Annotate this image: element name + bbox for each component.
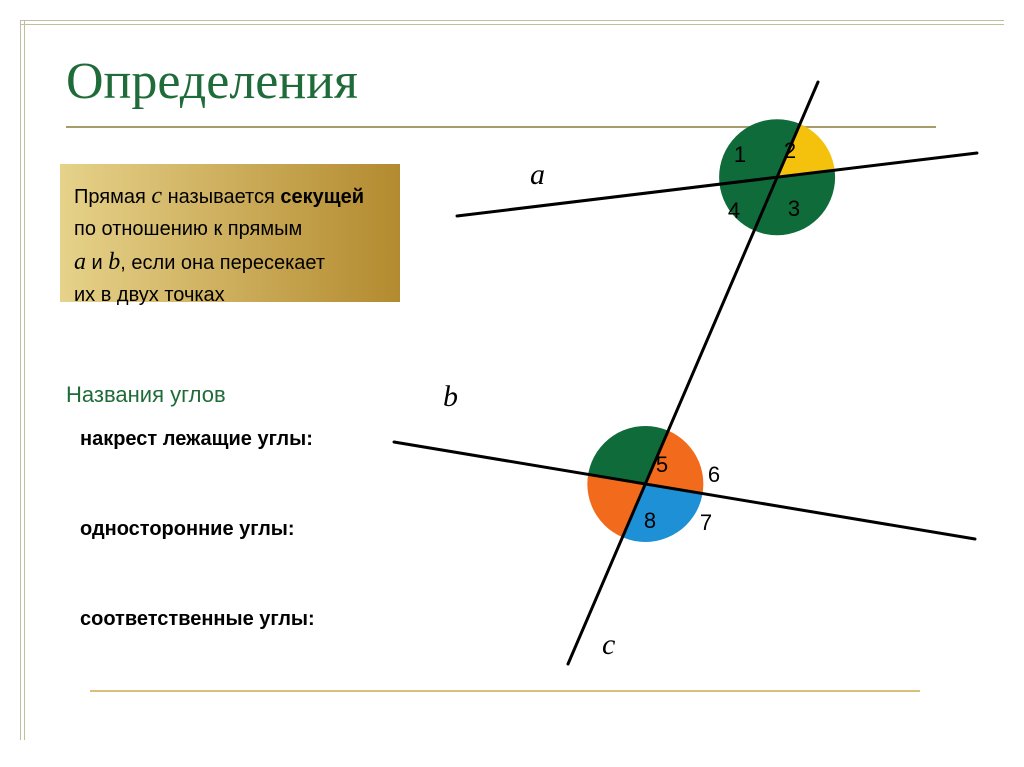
angle-sector-1 bbox=[604, 17, 845, 198]
definition-box: Прямая c называется секущей по отношению… bbox=[60, 164, 400, 302]
angle-label-5: 5 bbox=[650, 452, 674, 478]
line-label-a: a bbox=[530, 158, 545, 192]
angle-sector-5 bbox=[474, 324, 714, 484]
def-line1-mid: называется bbox=[162, 186, 280, 208]
def-var-a: a bbox=[74, 249, 86, 275]
item-one-side-angles: односторонние углы: bbox=[80, 518, 295, 541]
frame-line-left-2 bbox=[24, 20, 25, 740]
item-cross-angles: накрест лежащие углы: bbox=[80, 428, 313, 451]
line-c bbox=[568, 82, 818, 664]
angle-label-1: 1 bbox=[728, 142, 752, 168]
def-line1-pre: Прямая bbox=[74, 186, 151, 208]
line-label-c: c bbox=[602, 628, 615, 662]
def-line3-mid: и bbox=[86, 252, 108, 274]
angle-sector-3 bbox=[708, 156, 949, 337]
def-var-b: b bbox=[108, 249, 120, 275]
angle-label-4: 4 bbox=[722, 198, 746, 224]
angle-sector-4 bbox=[604, 177, 777, 337]
angle-sector-6 bbox=[645, 324, 817, 513]
line-label-b: b bbox=[443, 380, 458, 414]
def-line4: их в двух точках bbox=[74, 284, 225, 306]
def-line3-rest: , если она пересекает bbox=[120, 252, 325, 274]
angle-label-8: 8 bbox=[638, 508, 662, 534]
def-line1-bold: секущей bbox=[280, 186, 364, 208]
bottom-rule bbox=[90, 690, 920, 692]
angle-label-2: 2 bbox=[778, 138, 802, 164]
angles-subheading: Названия углов bbox=[66, 382, 226, 408]
angle-sector-8 bbox=[474, 455, 646, 644]
frame-line-left-1 bbox=[20, 20, 21, 740]
def-line2: по отношению к прямым bbox=[74, 218, 302, 240]
title-underline bbox=[66, 126, 936, 128]
angle-label-7: 7 bbox=[694, 510, 718, 536]
page-title: Определения bbox=[66, 52, 358, 111]
angle-sector-7 bbox=[577, 484, 817, 644]
angle-sector-2 bbox=[777, 17, 950, 177]
angle-label-3: 3 bbox=[782, 196, 806, 222]
item-corresponding-angles: соответственные углы: bbox=[80, 608, 315, 631]
def-var-c: c bbox=[151, 183, 162, 209]
line-b bbox=[394, 442, 975, 539]
frame-line-top-2 bbox=[20, 24, 1004, 25]
frame-line-top-1 bbox=[20, 20, 1004, 21]
angle-label-6: 6 bbox=[702, 462, 726, 488]
